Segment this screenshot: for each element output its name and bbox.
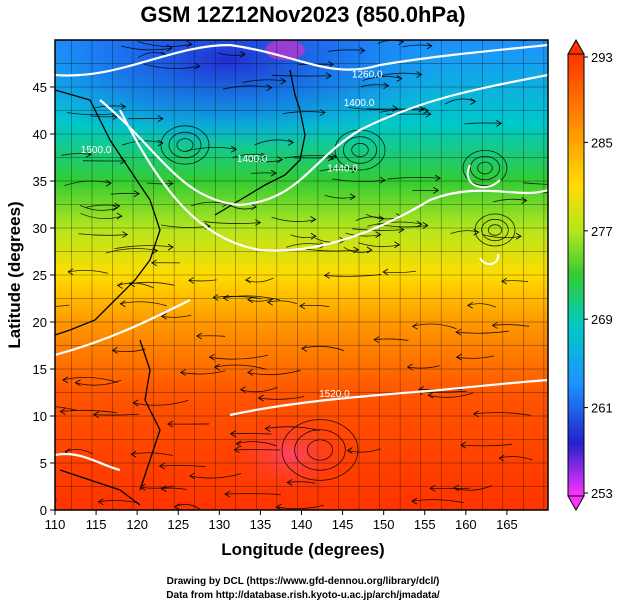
colorbar-tick-label: 269 — [591, 312, 613, 327]
contour-label: 1440.0 — [327, 164, 358, 175]
colorbar-tick-label: 277 — [591, 224, 613, 239]
y-tick-label: 0 — [40, 503, 47, 518]
asia-coastline — [55, 89, 161, 336]
contour-label: 1260.0 — [352, 70, 383, 81]
colorbar: 293 285 277 269 261 253 — [567, 38, 613, 512]
contour-label: 1520.0 — [319, 389, 350, 400]
x-tick-label: 140 — [291, 517, 313, 532]
contour-labels: 1260.0 1400.0 1400.0 1440.0 1500.0 1520.0 — [81, 70, 383, 401]
grid-lines — [55, 40, 548, 510]
x-axis-ticks: 110 115 120 125 130 135 140 145 150 155 160 165 — [45, 510, 518, 532]
figure-title: GSM 12Z12Nov2023 (850.0hPa) — [140, 2, 465, 27]
japan-coastline — [214, 69, 306, 216]
x-tick-label: 165 — [496, 517, 518, 532]
y-tick-label: 25 — [33, 268, 47, 283]
warm-core-region — [220, 410, 360, 500]
cold-region — [55, 40, 548, 240]
footer-data-source: Data from http://database.rish.kyoto-u.a… — [166, 590, 440, 601]
x-tick-label: 160 — [455, 517, 477, 532]
colorbar-tick-label: 293 — [591, 50, 613, 65]
y-tick-label: 40 — [33, 127, 47, 142]
x-tick-label: 155 — [414, 517, 436, 532]
x-tick-label: 110 — [45, 517, 66, 532]
y-tick-label: 15 — [33, 362, 47, 377]
x-tick-label: 125 — [167, 517, 189, 532]
height-contours — [55, 43, 548, 472]
colorbar-tick-label: 261 — [591, 401, 613, 416]
y-tick-label: 45 — [33, 80, 47, 95]
x-tick-label: 135 — [250, 517, 272, 532]
plot-area: 1260.0 1400.0 1400.0 1440.0 1500.0 1520.0 — [55, 40, 548, 510]
colorbar-bottom-arrow — [567, 495, 585, 512]
streamlines — [55, 40, 548, 510]
x-axis-label: Longitude (degrees) — [221, 540, 384, 559]
y-axis-label: Latitude (degrees) — [5, 201, 24, 348]
contour-label: 1400.0 — [344, 98, 375, 109]
x-tick-label: 120 — [126, 517, 148, 532]
contour-label: 1400.0 — [237, 154, 268, 165]
borneo-coastline — [59, 469, 141, 506]
colorbar-ticks: 293 285 277 269 261 253 — [584, 50, 613, 501]
philippines-coastline — [139, 339, 161, 491]
colorbar-tick-label: 253 — [591, 486, 613, 501]
colorbar-scale — [567, 53, 585, 497]
footer-drawing-credit: Drawing by DCL (https://www.gfd-dennou.o… — [167, 576, 440, 587]
colorbar-top-arrow — [567, 38, 585, 55]
y-tick-label: 30 — [33, 221, 47, 236]
colorbar-tick-label: 285 — [591, 135, 613, 150]
y-tick-label: 35 — [33, 174, 47, 189]
y-axis-ticks: 0 5 10 15 20 25 30 35 40 45 — [33, 80, 55, 518]
x-tick-label: 145 — [332, 517, 354, 532]
y-tick-label: 20 — [33, 315, 47, 330]
x-tick-label: 130 — [208, 517, 230, 532]
x-tick-label: 115 — [86, 517, 107, 532]
y-tick-label: 10 — [33, 409, 47, 424]
x-tick-label: 150 — [373, 517, 395, 532]
y-tick-label: 5 — [40, 456, 47, 471]
contour-label: 1500.0 — [81, 145, 112, 156]
